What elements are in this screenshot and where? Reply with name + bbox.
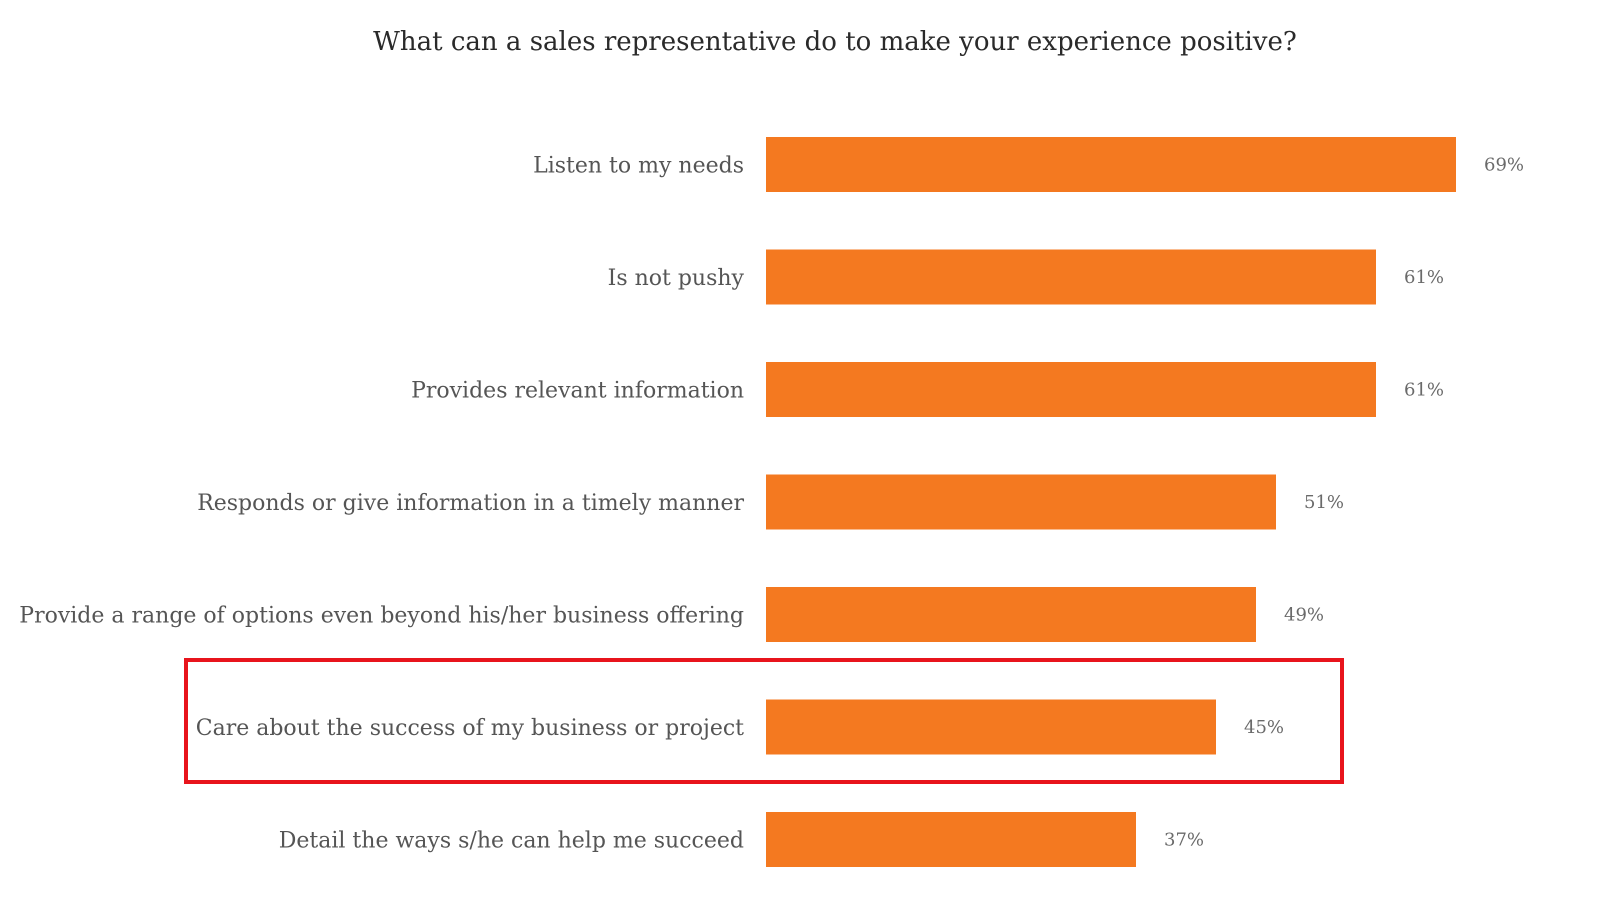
value-label: 37% xyxy=(1164,830,1204,851)
bar xyxy=(766,362,1376,417)
category-label: Provide a range of options even beyond h… xyxy=(19,604,744,629)
bar-row: Listen to my needs 69% xyxy=(533,137,1524,192)
bar xyxy=(766,812,1136,867)
category-label: Is not pushy xyxy=(608,266,745,291)
bar-row: Provide a range of options even beyond h… xyxy=(19,587,1324,642)
category-label: Responds or give information in a timely… xyxy=(197,491,744,516)
bar-row: Provides relevant information 61% xyxy=(411,362,1444,417)
highlight-box xyxy=(184,658,1344,784)
value-label: 61% xyxy=(1404,380,1444,401)
bar-row: Detail the ways s/he can help me succeed… xyxy=(279,812,1204,867)
bars-layer: Listen to my needs 69%Is not pushy 61%Prov… xyxy=(19,137,1524,867)
bar-row: Care about the success of my business or… xyxy=(196,699,1284,755)
bar xyxy=(766,699,1216,755)
bar xyxy=(766,249,1376,305)
chart-title: What can a sales representative do to ma… xyxy=(373,27,1297,57)
bar-row: Is not pushy 61% xyxy=(608,249,1444,305)
bar xyxy=(766,137,1456,192)
value-label: 45% xyxy=(1244,717,1284,738)
bar xyxy=(766,587,1256,642)
value-label: 61% xyxy=(1404,267,1444,288)
category-label: Care about the success of my business or… xyxy=(196,716,744,741)
bar xyxy=(766,474,1276,530)
bar-row: Responds or give information in a timely… xyxy=(197,474,1344,530)
value-label: 51% xyxy=(1304,492,1344,513)
value-label: 69% xyxy=(1484,155,1524,176)
category-label: Provides relevant information xyxy=(411,379,744,404)
value-label: 49% xyxy=(1284,605,1324,626)
category-label: Detail the ways s/he can help me succeed xyxy=(279,829,744,854)
category-label: Listen to my needs xyxy=(533,154,744,179)
